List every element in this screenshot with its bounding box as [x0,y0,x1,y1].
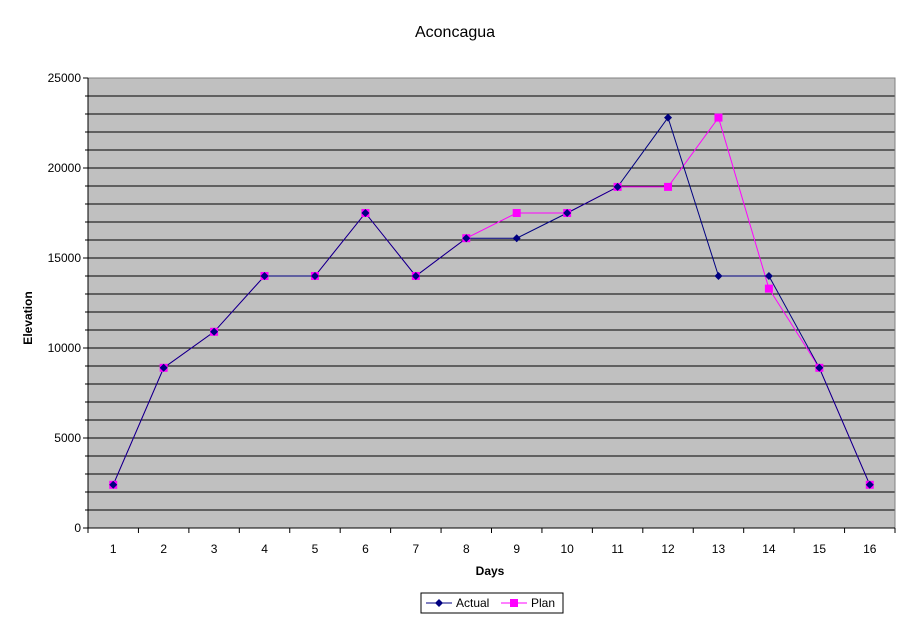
legend-item-actual: Actual [426,596,489,610]
x-tick-label: 13 [712,542,726,556]
data-point-actual [815,363,824,372]
x-tick-label: 1 [110,542,117,556]
data-point-actual [512,234,521,243]
x-tick-label: 8 [463,542,470,556]
x-tick-label: 16 [863,542,877,556]
x-tick-label: 10 [560,542,574,556]
x-tick-label: 15 [813,542,827,556]
legend-marker-actual [435,599,443,607]
x-tick-label: 3 [211,542,218,556]
data-point-plan [764,284,773,293]
legend-marker-plan [510,599,518,607]
y-tick-label: 20000 [48,161,82,175]
y-tick-label: 10000 [48,341,82,355]
y-tick-label: 25000 [48,71,82,85]
data-point-actual [462,234,471,243]
x-tick-label: 6 [362,542,369,556]
legend-label-plan: Plan [531,596,555,610]
x-axis-title: Days [476,564,505,578]
legend-box [420,592,564,614]
data-point-actual [613,182,622,191]
data-point-actual [411,272,420,280]
legend-item-plan: Plan [501,596,555,610]
x-tick-label: 5 [312,542,319,556]
data-point-actual [210,327,219,336]
plot-background [88,78,895,528]
x-tick-label: 7 [413,542,420,556]
series-line-actual [112,116,871,485]
legend-label-actual: Actual [456,596,489,610]
data-point-actual [764,272,773,280]
data-point-actual [865,480,874,489]
data-point-actual [361,209,370,217]
data-point-actual [310,272,319,280]
data-point-plan [714,113,723,122]
y-tick-label: 15000 [48,251,82,265]
x-tick-label: 11 [611,542,624,556]
x-tick-label: 4 [261,542,268,556]
x-tick-label: 9 [513,542,520,556]
x-tick-label: 2 [160,542,167,556]
data-point-actual [260,272,269,280]
data-point-plan [664,182,673,191]
data-point-actual [714,272,723,280]
y-tick-label: 5000 [54,431,81,445]
data-point-actual [664,113,673,122]
y-axis-title: Elevation [21,291,35,344]
data-point-actual [109,480,118,489]
y-tick-label: 0 [74,521,81,535]
chart-title: Aconcagua [415,24,495,41]
x-tick-label: 14 [762,542,776,556]
data-point-actual [563,209,572,217]
data-point-plan [512,209,521,217]
legend: Actual Plan [420,592,564,614]
x-tick-label: 12 [661,542,675,556]
data-point-actual [159,363,168,372]
